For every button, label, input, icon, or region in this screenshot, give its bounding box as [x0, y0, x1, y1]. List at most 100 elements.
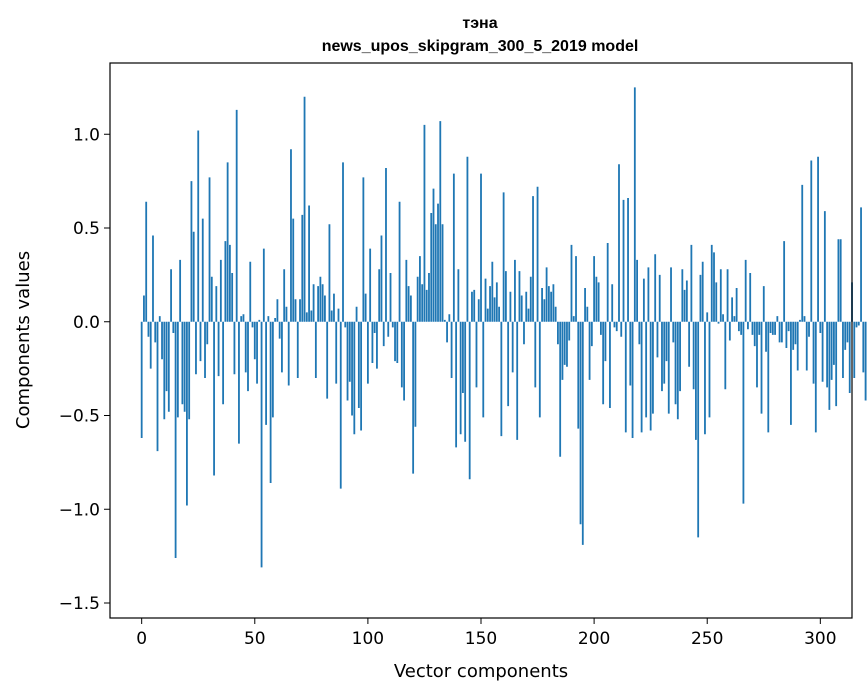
bar-107	[382, 321, 385, 347]
bar-226	[652, 321, 654, 414]
bar-177	[541, 288, 543, 322]
y-tick-label: −1.5	[59, 594, 100, 614]
bar-121	[414, 321, 417, 427]
bar-214	[624, 321, 627, 433]
bar-235	[672, 321, 675, 343]
bar-87	[337, 308, 340, 322]
bar-284	[783, 241, 786, 322]
bar-144	[466, 156, 469, 322]
bar-295	[808, 321, 810, 337]
bar-98	[362, 177, 365, 322]
bar-173	[532, 196, 534, 322]
bar-118	[407, 286, 410, 322]
bar-145	[468, 321, 471, 480]
bar-136	[448, 314, 451, 322]
bar-272	[756, 321, 758, 388]
bar-6	[154, 321, 157, 343]
bar-162	[507, 321, 510, 407]
bar-262	[733, 316, 736, 322]
bar-279	[771, 321, 774, 335]
bar-83	[328, 224, 331, 322]
bar-320	[864, 321, 867, 401]
bar-231	[663, 321, 666, 384]
bar-80	[321, 284, 324, 322]
bar-81	[324, 295, 326, 322]
bar-91	[346, 321, 349, 401]
bar-213	[622, 199, 625, 322]
bar-288	[792, 321, 795, 350]
bar-19	[183, 321, 186, 412]
bar-294	[805, 321, 808, 371]
bar-313	[848, 321, 851, 393]
plot-area-frame	[109, 62, 853, 619]
bar-134	[443, 319, 446, 322]
bar-304	[828, 321, 831, 410]
bar-308	[837, 239, 840, 322]
bar-247	[699, 274, 702, 322]
bar-179	[545, 267, 548, 322]
bar-131	[437, 203, 439, 322]
bar-39	[228, 244, 231, 322]
bar-96	[357, 321, 360, 408]
bar-303	[826, 321, 829, 388]
bar-198	[588, 321, 591, 380]
x-axis-label: Vector components	[394, 661, 568, 682]
x-tick-label: 200	[578, 629, 610, 649]
bar-120	[412, 321, 415, 474]
bar-224	[647, 267, 650, 322]
bar-116	[403, 321, 405, 401]
bar-41	[233, 321, 236, 375]
bar-211	[618, 164, 620, 322]
bar-256	[719, 269, 722, 322]
bar-178	[543, 299, 546, 322]
bar-216	[629, 321, 632, 386]
bar-261	[731, 297, 734, 322]
bar-23	[192, 231, 195, 322]
bar-253	[713, 252, 715, 322]
bar-218	[633, 87, 636, 322]
bar-165	[514, 259, 516, 322]
bar-170	[525, 291, 528, 322]
bar-46	[244, 321, 247, 373]
bar-7	[156, 321, 159, 452]
bar-17	[179, 259, 182, 322]
bar-132	[439, 121, 442, 322]
bar-242	[688, 321, 691, 367]
bar-292	[801, 184, 804, 322]
bar-18	[181, 321, 184, 405]
bar-298	[814, 321, 817, 433]
bar-185	[559, 321, 562, 457]
bar-119	[409, 295, 412, 322]
bar-49	[251, 321, 254, 328]
bar-232	[665, 321, 668, 362]
bar-293	[803, 316, 806, 322]
bar-4	[149, 321, 152, 369]
bar-309	[839, 239, 842, 322]
bar-5	[152, 235, 154, 322]
bar-234	[670, 267, 672, 322]
bar-12	[167, 321, 170, 412]
bar-227	[654, 254, 657, 322]
bar-109	[387, 321, 390, 337]
bar-111	[391, 321, 394, 328]
bar-202	[597, 282, 600, 322]
bar-241	[685, 280, 688, 322]
bar-93	[351, 321, 353, 416]
bar-21	[188, 321, 191, 420]
bar-2	[145, 201, 148, 322]
bar-25	[197, 130, 200, 322]
bar-195	[581, 321, 584, 545]
bar-64	[285, 306, 288, 322]
bar-129	[432, 188, 435, 322]
bar-85	[333, 293, 335, 322]
bar-9	[161, 321, 163, 360]
y-tick-label: 0.0	[73, 313, 100, 333]
bar-268	[747, 321, 749, 330]
bar-75	[310, 310, 313, 322]
bar-163	[509, 291, 512, 322]
bar-209	[613, 321, 616, 328]
bar-56	[267, 316, 270, 322]
bar-300	[819, 321, 822, 333]
bar-94	[353, 321, 356, 435]
bar-191	[572, 316, 575, 322]
